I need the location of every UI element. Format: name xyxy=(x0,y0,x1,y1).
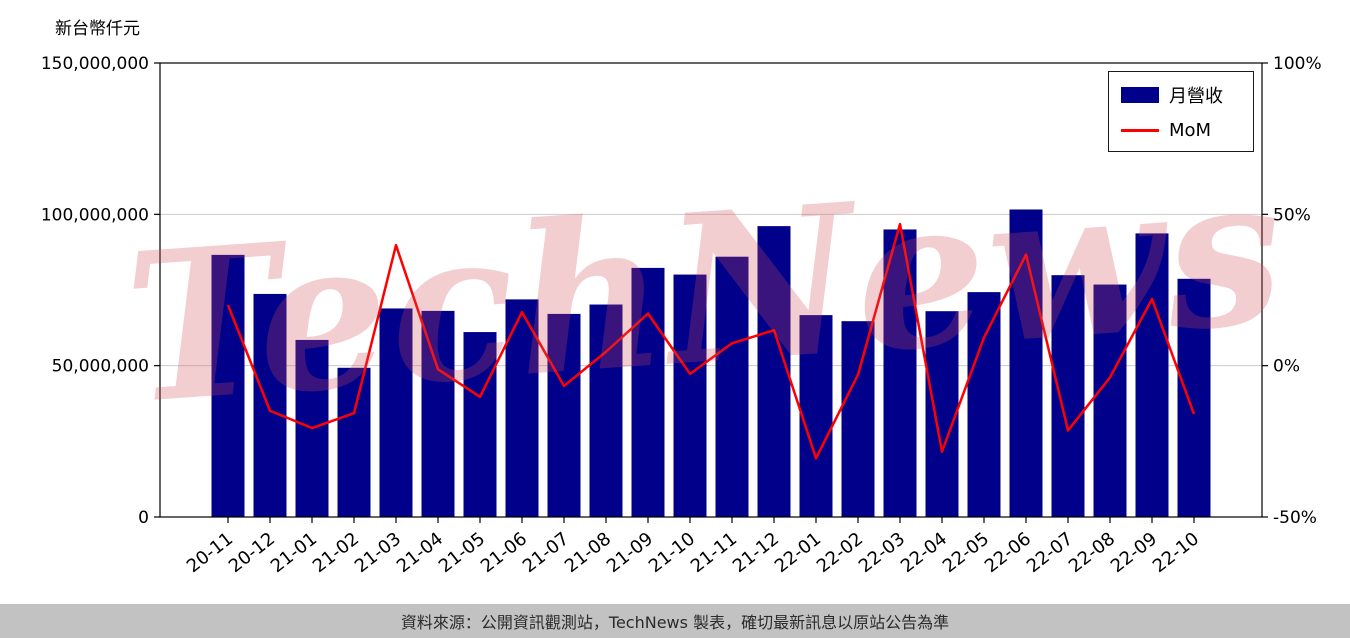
chart-legend: 月營收 MoM xyxy=(1108,71,1254,152)
svg-text:22-01: 22-01 xyxy=(771,528,825,577)
svg-text:21-04: 21-04 xyxy=(393,528,447,577)
svg-text:21-12: 21-12 xyxy=(729,528,783,577)
svg-text:22-08: 22-08 xyxy=(1065,528,1119,577)
svg-text:20-11: 20-11 xyxy=(183,528,237,577)
svg-text:50,000,000: 50,000,000 xyxy=(52,357,149,377)
svg-text:21-08: 21-08 xyxy=(561,528,615,577)
mom-line-swatch-icon xyxy=(1121,129,1159,132)
svg-text:21-11: 21-11 xyxy=(687,528,741,577)
svg-text:21-07: 21-07 xyxy=(519,528,573,577)
svg-text:150,000,000: 150,000,000 xyxy=(41,54,149,74)
svg-text:22-06: 22-06 xyxy=(981,528,1035,577)
svg-text:21-03: 21-03 xyxy=(351,528,405,577)
revenue-bar-swatch-icon xyxy=(1121,87,1159,103)
legend-label-mom: MoM xyxy=(1169,120,1212,141)
svg-text:100,000,000: 100,000,000 xyxy=(41,205,149,225)
svg-text:21-06: 21-06 xyxy=(477,528,531,577)
svg-text:22-05: 22-05 xyxy=(939,528,993,577)
legend-item-mom: MoM xyxy=(1121,120,1241,141)
footer-bar: 資料來源：公開資訊觀測站，TechNews 製表，確切最新訊息以原站公告為準 xyxy=(0,604,1350,638)
svg-text:0: 0 xyxy=(138,508,149,528)
svg-text:21-05: 21-05 xyxy=(435,528,489,577)
svg-text:21-01: 21-01 xyxy=(267,528,321,577)
svg-text:21-10: 21-10 xyxy=(645,528,699,577)
svg-text:-50%: -50% xyxy=(1273,508,1317,528)
legend-item-revenue: 月營收 xyxy=(1121,82,1241,108)
svg-text:21-09: 21-09 xyxy=(603,528,657,577)
svg-text:50%: 50% xyxy=(1273,205,1311,225)
svg-text:22-07: 22-07 xyxy=(1023,528,1077,577)
svg-text:20-12: 20-12 xyxy=(225,528,279,577)
svg-text:22-09: 22-09 xyxy=(1107,528,1161,577)
svg-text:22-04: 22-04 xyxy=(897,528,951,577)
legend-label-revenue: 月營收 xyxy=(1169,86,1223,107)
svg-text:21-02: 21-02 xyxy=(309,528,363,577)
svg-text:0%: 0% xyxy=(1273,357,1300,377)
left-axis-unit-label: 新台幣仟元 xyxy=(55,19,140,39)
svg-text:22-03: 22-03 xyxy=(855,528,909,577)
svg-text:22-10: 22-10 xyxy=(1149,528,1203,577)
svg-text:22-02: 22-02 xyxy=(813,528,867,577)
footer-source-text: 資料來源：公開資訊觀測站，TechNews 製表，確切最新訊息以原站公告為準 xyxy=(400,613,950,632)
svg-text:100%: 100% xyxy=(1273,54,1322,74)
